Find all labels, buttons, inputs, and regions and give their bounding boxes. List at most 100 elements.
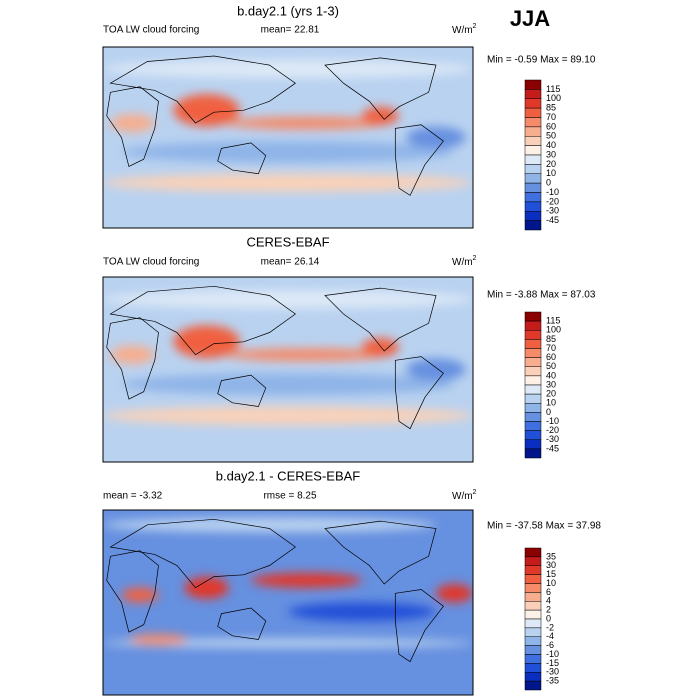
min-max: Min = -3.88 Max = 87.03 [487, 290, 596, 301]
field-blob [110, 345, 155, 364]
coastline [109, 518, 297, 589]
field-blob [288, 602, 436, 621]
coastline [106, 317, 159, 400]
coastline [217, 374, 267, 407]
field-blob [225, 348, 388, 362]
coastline [217, 142, 267, 175]
coastline [217, 607, 267, 640]
map-field [103, 59, 473, 192]
units-sup: 2 [473, 255, 477, 262]
map-frame [102, 509, 474, 696]
colorbar-label: -35 [546, 676, 559, 686]
colorbar-box [524, 366, 542, 377]
min-max: Min = -0.59 Max = 89.10 [487, 55, 596, 66]
coastline [394, 589, 444, 663]
field-blob [103, 59, 473, 78]
colorbar-box [524, 330, 542, 340]
colorbar-box [524, 201, 542, 212]
colorbar-label: 2 [546, 605, 551, 615]
colorbar-label: 0 [546, 613, 551, 623]
colorbar-box [524, 448, 542, 459]
colorbar-box [524, 145, 542, 156]
left-label: TOA LW cloud forcing [103, 25, 199, 36]
colorbar-label: 100 [546, 325, 561, 335]
colorbar-box [524, 565, 542, 575]
colorbar-label: 60 [546, 352, 556, 362]
field-blob [121, 587, 159, 603]
colorbar-box [524, 173, 542, 184]
colorbar-label: 0 [546, 407, 551, 417]
field-blob [436, 584, 473, 603]
colorbar-box [524, 79, 542, 90]
field-blob [121, 373, 455, 396]
colorbar-label: -20 [546, 196, 559, 206]
map-field [103, 517, 473, 648]
colorbar-label: -6 [546, 640, 554, 650]
field-blob [173, 94, 240, 127]
colorbar-box [524, 592, 542, 602]
colorbar-box [524, 430, 542, 440]
colorbar-box [524, 583, 542, 593]
map-frame [102, 46, 474, 229]
colorbar-label: -20 [546, 425, 559, 435]
colorbar-box [524, 384, 542, 395]
map-frame [102, 276, 474, 463]
colorbar-label: 115 [546, 316, 560, 326]
colorbar-label: 115 [546, 84, 560, 94]
colorbar-label: 20 [546, 159, 556, 169]
coastline [109, 285, 297, 356]
colorbar-box [524, 574, 542, 584]
colorbar-box [524, 357, 542, 367]
colorbar-box [524, 220, 542, 231]
panel-title: CERES-EBAF [246, 234, 329, 249]
colorbar-label: -2 [546, 622, 554, 632]
min-max: Min = -37.58 Max = 37.98 [487, 521, 601, 532]
colorbar-box [524, 126, 542, 137]
colorbar-label: 30 [546, 149, 556, 159]
colorbar-box [524, 412, 542, 422]
colorbar-label: 85 [546, 103, 556, 113]
colorbar-label: 10 [546, 168, 556, 178]
colorbar-box [524, 439, 542, 450]
colorbar-box [524, 403, 542, 413]
field-blob [406, 126, 466, 149]
colorbar-box [524, 609, 542, 620]
panel-title: b.day2.1 (yrs 1-3) [237, 3, 339, 18]
left-label: TOA LW cloud forcing [103, 257, 199, 268]
colorbar-label: 0 [546, 178, 551, 188]
units: W/m2 [452, 23, 477, 36]
colorbar-box [524, 136, 542, 146]
colorbar-box [524, 393, 542, 404]
colorbar-box [524, 636, 542, 646]
field-blob [103, 289, 473, 309]
colorbar-box [524, 547, 542, 558]
colorbar-box [524, 663, 542, 673]
season-label: JJA [510, 6, 550, 31]
field-blob [251, 572, 362, 588]
colorbar-box [524, 375, 542, 386]
field-blob [110, 113, 155, 133]
colorbar-box [524, 211, 542, 221]
colorbar-label: 40 [546, 370, 556, 380]
colorbar-label: 4 [546, 596, 551, 606]
colorbar-label: 50 [546, 131, 556, 141]
colorbar-label: 40 [546, 140, 556, 150]
center-label: rmse = 8.25 [263, 491, 317, 502]
colorbar-box [524, 654, 542, 664]
colorbar-label: 15 [546, 569, 556, 579]
panel-title: b.day2.1 - CERES-EBAF [216, 468, 361, 483]
colorbar-label: -45 [546, 215, 559, 225]
units-base: W/m [452, 25, 473, 36]
map [103, 47, 473, 228]
coastline [394, 124, 444, 196]
colorbar-box [524, 556, 542, 566]
colorbar-box [524, 680, 542, 691]
colorbar-box [524, 421, 542, 431]
units-base: W/m [452, 491, 473, 502]
coastline [106, 86, 159, 168]
colorbar-label: 50 [546, 361, 556, 371]
colorbar-label: 35 [546, 551, 556, 561]
field-blob [128, 633, 189, 646]
colorbar-label: 70 [546, 343, 556, 353]
